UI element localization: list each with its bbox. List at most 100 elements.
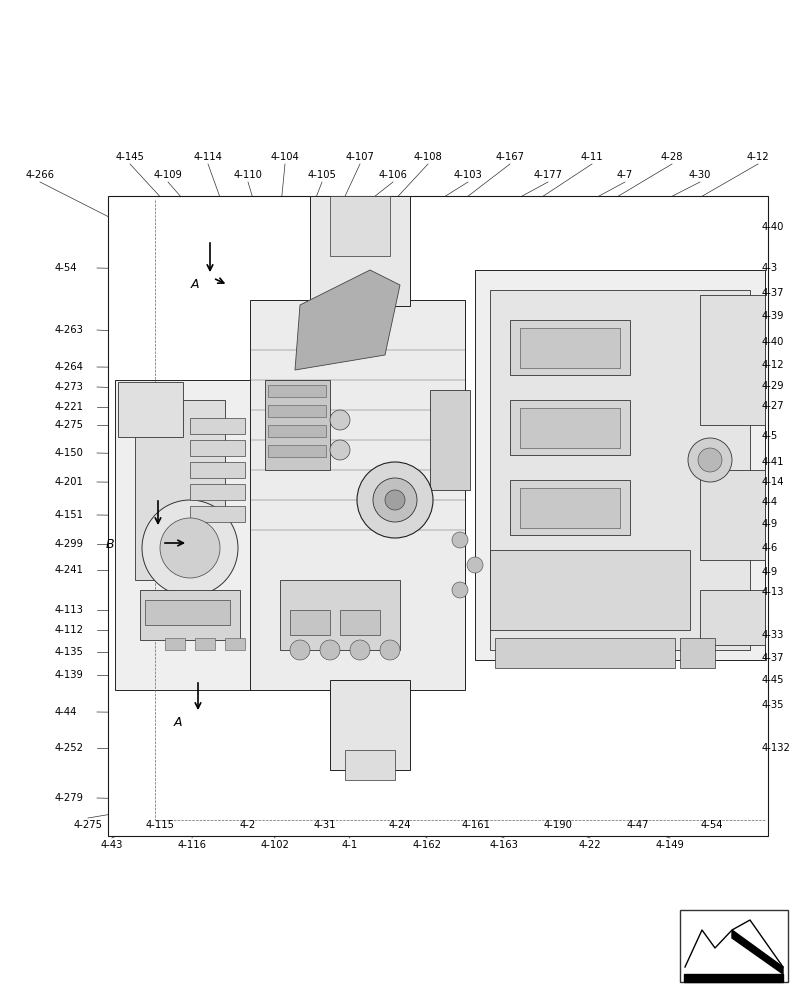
Text: 4-150: 4-150 [55,448,84,458]
Bar [250,300,465,690]
Bar [280,580,400,650]
Text: 4-102: 4-102 [260,840,289,850]
Bar [700,295,765,425]
Text: 4-37: 4-37 [762,653,785,663]
Text: 4-266: 4-266 [26,170,54,180]
Bar [115,380,335,690]
Circle shape [467,557,483,573]
Circle shape [385,490,405,510]
Bar [140,590,240,640]
Text: 4-273: 4-273 [55,382,84,392]
Bar [145,600,230,625]
Text: 4-37: 4-37 [762,288,785,298]
Circle shape [373,478,417,522]
Bar [680,638,715,668]
Text: 4-3: 4-3 [762,263,778,273]
Text: $\mathit{A}$: $\mathit{A}$ [173,716,183,729]
Circle shape [142,500,238,596]
Text: 4-11: 4-11 [581,152,604,162]
Text: 4-28: 4-28 [661,152,684,162]
Text: 4-47: 4-47 [627,820,650,830]
Text: 4-103: 4-103 [453,170,482,180]
Text: 4-190: 4-190 [544,820,572,830]
Text: 4-105: 4-105 [308,170,336,180]
Bar [490,290,750,650]
Text: 4-108: 4-108 [414,152,442,162]
Text: 4-279: 4-279 [55,793,84,803]
Bar [330,196,390,256]
Circle shape [688,438,732,482]
Bar [268,445,326,457]
Bar [268,405,326,417]
Text: 4-115: 4-115 [145,820,175,830]
Text: 4-109: 4-109 [154,170,183,180]
Bar [265,380,330,470]
Text: 4-161: 4-161 [461,820,490,830]
Circle shape [330,410,350,430]
Text: 4-9: 4-9 [762,519,778,529]
Text: 4-110: 4-110 [234,170,263,180]
Text: 4-113: 4-113 [55,605,84,615]
Text: 4-14: 4-14 [762,477,785,487]
Text: 4-40: 4-40 [762,222,785,232]
Text: $\mathit{A}$: $\mathit{A}$ [190,278,200,291]
Bar [345,750,395,780]
Bar [118,382,183,437]
Bar [700,470,765,560]
Text: 4-24: 4-24 [389,820,411,830]
Text: 4-275: 4-275 [74,820,103,830]
Bar [165,638,185,650]
Text: 4-2: 4-2 [240,820,256,830]
Circle shape [350,640,370,660]
Text: 4-177: 4-177 [533,170,562,180]
Text: 4-135: 4-135 [55,647,84,657]
Text: 4-22: 4-22 [579,840,601,850]
Bar [290,610,330,635]
Bar [340,610,380,635]
Bar [680,910,788,982]
Bar [190,418,245,434]
Text: 4-54: 4-54 [55,263,78,273]
Bar [510,480,630,535]
Text: 4-31: 4-31 [314,820,336,830]
Text: 4-45: 4-45 [762,675,785,685]
Text: 4-162: 4-162 [413,840,441,850]
Bar [190,506,245,522]
Bar [268,385,326,397]
Text: 4-1: 4-1 [342,840,358,850]
Bar [190,484,245,500]
Text: 4-12: 4-12 [762,360,785,370]
Bar [520,488,620,528]
Bar [268,425,326,437]
Text: 4-201: 4-201 [55,477,84,487]
Bar [330,680,410,770]
Text: 4-9: 4-9 [762,567,778,577]
Text: 4-151: 4-151 [55,510,84,520]
Bar [310,196,410,306]
Circle shape [290,640,310,660]
Bar [225,638,245,650]
Text: 4-6: 4-6 [762,543,778,553]
Bar [108,196,768,836]
Text: 4-299: 4-299 [55,539,84,549]
Text: 4-264: 4-264 [55,362,84,372]
Bar [510,400,630,455]
Text: 4-104: 4-104 [271,152,300,162]
Text: 4-221: 4-221 [55,402,84,412]
Text: 4-54: 4-54 [701,820,723,830]
Text: $\mathit{B}$: $\mathit{B}$ [105,538,115,552]
Circle shape [698,448,722,472]
Text: 4-139: 4-139 [55,670,84,680]
Text: 4-145: 4-145 [116,152,145,162]
Text: 4-107: 4-107 [346,152,374,162]
Text: 4-167: 4-167 [495,152,524,162]
Text: 4-13: 4-13 [762,587,785,597]
Bar [190,440,245,456]
Text: 4-275: 4-275 [55,420,84,430]
Circle shape [452,532,468,548]
Text: 4-149: 4-149 [655,840,684,850]
Polygon shape [684,974,783,982]
Text: 4-12: 4-12 [747,152,769,162]
Bar [520,328,620,368]
Text: 4-40: 4-40 [762,337,785,347]
